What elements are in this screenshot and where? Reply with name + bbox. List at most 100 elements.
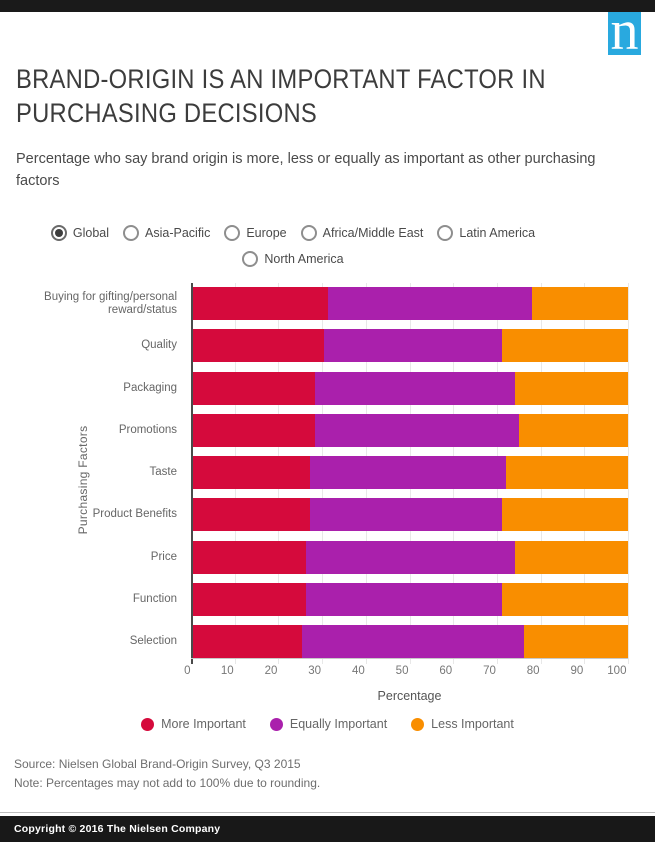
bar-row [193, 413, 628, 447]
legend-item-less-important: Less Important [411, 717, 514, 731]
footer-divider [0, 812, 655, 813]
bar-row [193, 498, 628, 532]
bar-row [193, 329, 628, 363]
category-label: Buying for gifting/personal reward/statu… [44, 290, 177, 316]
x-tick-label: 80 [526, 665, 540, 677]
category-label: Selection [129, 635, 177, 647]
legend-label: More Important [161, 717, 246, 731]
region-option-latin-america[interactable]: Latin America [437, 225, 535, 241]
source-note-block: Source: Nielsen Global Brand-Origin Surv… [14, 755, 320, 793]
bar-segment-less-important [519, 413, 628, 447]
region-option-asia-pacific[interactable]: Asia-Pacific [123, 225, 210, 241]
category-label: Packaging [123, 381, 177, 394]
x-axis-title: Percentage [377, 689, 442, 703]
radio-icon [300, 225, 317, 241]
radio-label: Africa/Middle East [322, 226, 424, 240]
bar-segment-less-important [506, 456, 628, 489]
bar-segment-equally-important [327, 287, 533, 320]
bar-row [193, 582, 628, 616]
bar-segment-equally-important [310, 498, 502, 532]
page-title: BRAND-ORIGIN IS AN IMPORTANT FACTOR IN P… [16, 64, 546, 128]
region-filter-row: Global Asia-Pacific Europe Africa/Middle Ea… [50, 225, 535, 241]
bar-segment-less-important [523, 625, 628, 658]
radio-icon [437, 225, 454, 241]
bar-segment-equally-important [314, 371, 515, 405]
legend-swatch [269, 717, 283, 731]
x-tick-label: 20 [264, 665, 278, 677]
bar-segment-equally-important [323, 329, 502, 363]
bar-segment-more-important [193, 371, 315, 405]
bar-segment-more-important [193, 413, 315, 447]
x-tick-label: 10 [220, 665, 234, 677]
bar-row [193, 456, 628, 489]
top-black-bar [0, 0, 655, 12]
x-tick-label: 70 [483, 665, 496, 677]
radio-label: Global [72, 226, 110, 240]
y-axis-line [191, 283, 193, 664]
bar-segment-equally-important [314, 413, 520, 447]
x-tick-label: 50 [395, 665, 409, 677]
bar-row [193, 540, 628, 574]
bar-segment-more-important [193, 625, 302, 658]
legend: More Important Equally Important Less Impo… [0, 717, 655, 731]
legend-label: Less Important [431, 717, 514, 731]
bar-segment-less-important [532, 287, 628, 320]
bar-row [193, 287, 628, 320]
region-option-global[interactable]: Global [50, 225, 110, 241]
category-label: Price [150, 550, 177, 563]
gridline [628, 283, 629, 664]
category-label: Product Benefits [92, 508, 177, 521]
radio-icon [224, 225, 241, 241]
legend-swatch [411, 717, 425, 731]
chart-plot [191, 283, 629, 664]
radio-icon [123, 225, 140, 241]
x-tick-label: 90 [570, 665, 584, 677]
radio-icon [242, 251, 259, 267]
bar-segment-less-important [501, 498, 628, 532]
radio-label: Europe [246, 226, 287, 240]
bar-row [193, 371, 628, 405]
source-text: Source: Nielsen Global Brand-Origin Surv… [14, 757, 301, 771]
bar-segment-less-important [514, 540, 628, 574]
region-option-north-america[interactable]: North America [242, 251, 344, 267]
category-label: Taste [149, 466, 178, 478]
bar-segment-equally-important [306, 582, 502, 616]
bar-segment-more-important [193, 456, 311, 489]
bar-segment-more-important [193, 582, 307, 616]
bar-segment-more-important [193, 329, 324, 363]
category-label: Function [132, 592, 177, 605]
bar-segment-equally-important [306, 540, 515, 574]
radio-icon [50, 225, 67, 241]
x-tick-label: 0 [184, 665, 191, 677]
bar-segment-less-important [501, 582, 628, 616]
bar-segment-less-important [514, 371, 628, 405]
radio-label: Latin America [459, 226, 536, 240]
bars [193, 287, 628, 658]
region-filter: Global Asia-Pacific Europe Africa/Middle Ea… [0, 225, 586, 267]
category-labels: Buying for gifting/personal reward/statu… [0, 287, 183, 658]
region-option-africa-middle-east[interactable]: Africa/Middle East [300, 225, 424, 241]
x-tick-labels: 0 10 20 30 40 50 60 70 80 90 100 [184, 665, 628, 679]
bar-segment-equally-important [310, 456, 507, 489]
bar-segment-less-important [501, 329, 628, 363]
category-label: Quality [141, 339, 177, 352]
bar-row [193, 625, 628, 658]
bar-segment-more-important [193, 540, 307, 574]
note-text: Note: Percentages may not add to 100% du… [14, 776, 321, 790]
radio-label: North America [264, 252, 344, 266]
legend-item-more-important: More Important [141, 717, 246, 731]
category-label: Promotions [118, 423, 177, 436]
legend-swatch [141, 717, 155, 731]
x-tick-label: 40 [351, 665, 365, 677]
footer-black-bar: Copyright © 2016 The Nielsen Company [0, 816, 655, 842]
x-tick-label: 60 [439, 665, 453, 677]
page-subtitle: Percentage who say brand origin is more,… [16, 151, 596, 189]
bar-segment-equally-important [301, 625, 524, 658]
bar-segment-more-important [193, 498, 311, 532]
legend-label: Equally Important [289, 717, 388, 731]
radio-label: Asia-Pacific [145, 226, 211, 240]
nielsen-logo: n [608, 12, 641, 55]
region-option-europe[interactable]: Europe [224, 225, 287, 241]
x-axis-line [191, 658, 628, 659]
region-filter-row: North America [242, 251, 344, 267]
